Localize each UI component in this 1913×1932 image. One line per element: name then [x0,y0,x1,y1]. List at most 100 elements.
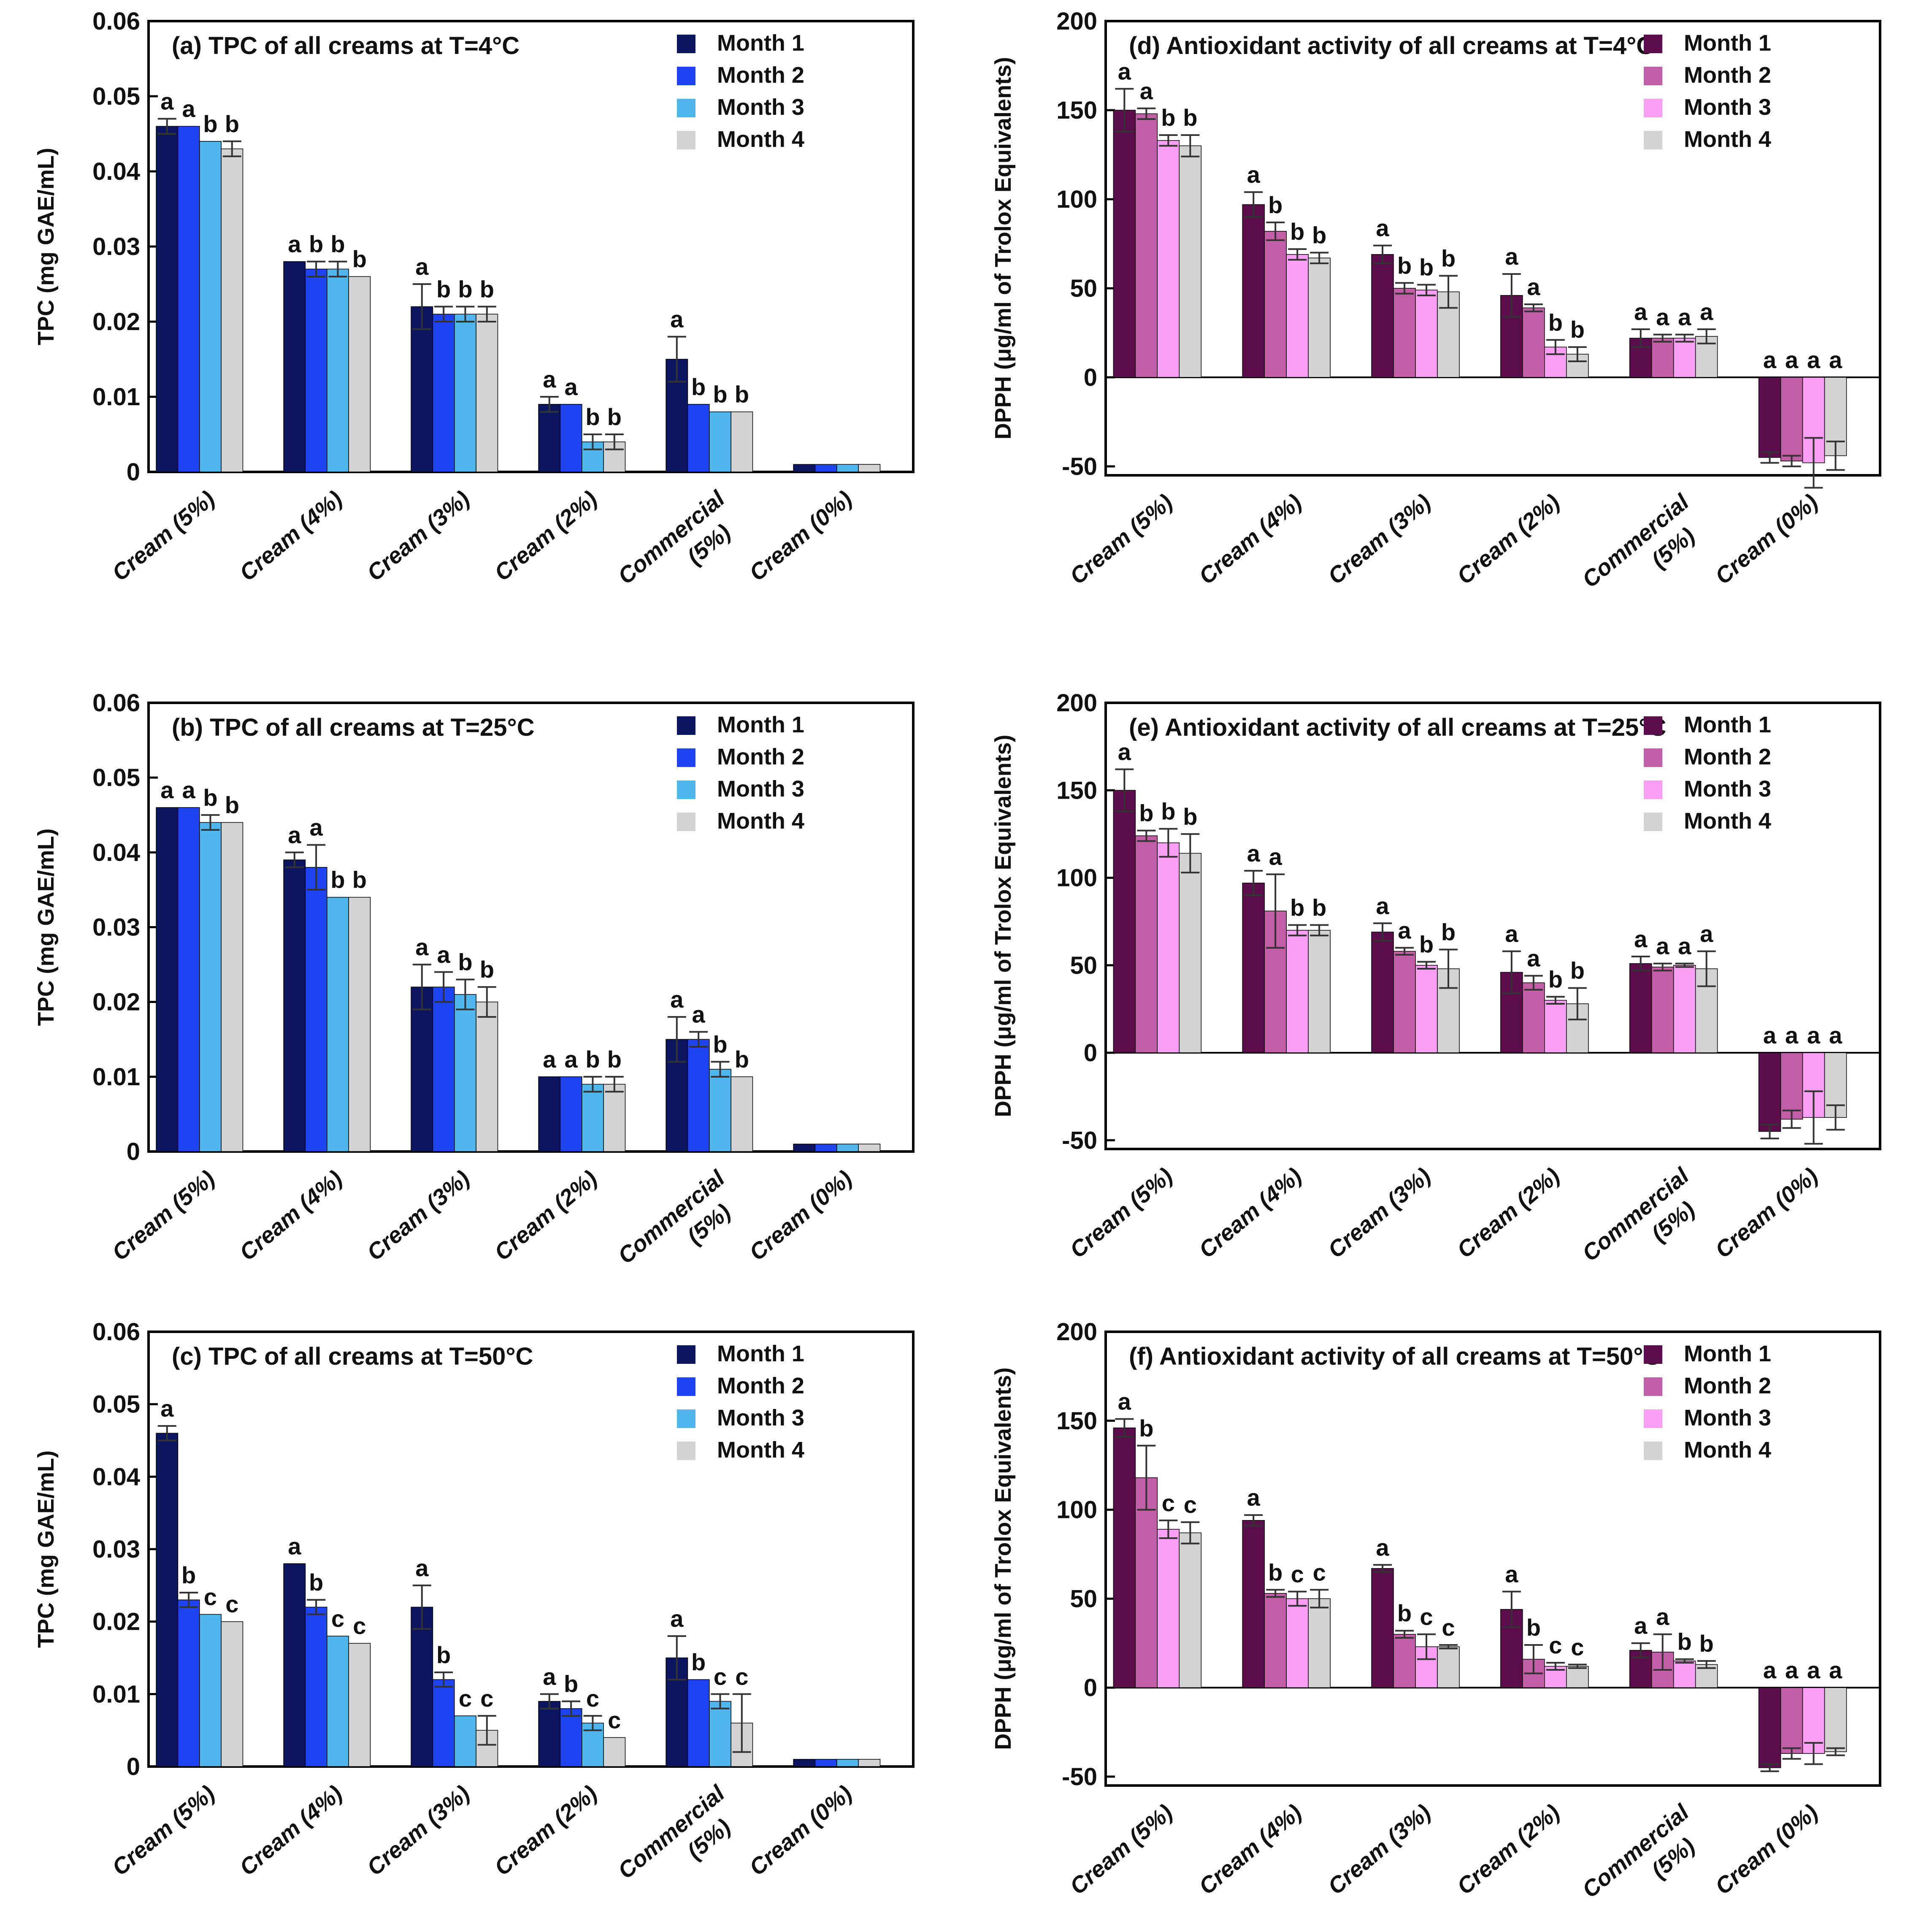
significance-label: b [691,374,706,400]
bar [476,314,498,472]
category-label-line: Cream (2%) [1452,489,1564,589]
significance-label: b [607,1046,622,1073]
category-label: Cream (4%) [235,1780,347,1881]
significance-label: a [1634,298,1648,325]
y-axis-title: TPC (mg GAE/mL) [33,1450,59,1648]
bar [348,1643,371,1767]
bar [666,359,688,472]
bar [156,807,179,1152]
y-tick-label: 0 [1084,1674,1097,1702]
significance-label: a [1700,298,1713,325]
bar [305,867,327,1152]
legend-swatch [677,716,695,735]
bar [793,1143,816,1152]
significance-label: b [1699,1630,1714,1657]
significance-label: c [331,1605,344,1632]
category-label: Commercial(5%) [613,486,749,612]
category-label: Cream (4%) [1194,1799,1307,1899]
legend-label: Month 3 [1684,95,1771,120]
significance-label: a [1807,1022,1821,1049]
bar [348,897,371,1152]
significance-label: a [1505,1561,1518,1587]
significance-label: a [182,777,196,803]
category-label-line: Cream (3%) [362,1165,474,1265]
legend-swatch [1644,1345,1662,1364]
bar [454,1715,476,1767]
significance-label: c [1162,1490,1175,1516]
significance-label: b [458,949,472,975]
bar [1179,1532,1202,1688]
y-tick-label: 0.02 [92,308,140,336]
significance-label: b [436,276,451,302]
significance-label: a [1376,1534,1389,1561]
significance-label: b [585,1046,600,1073]
significance-label: c [204,1584,217,1610]
category-label: Commercial(5%) [1577,1163,1713,1289]
significance-label: a [160,1395,174,1422]
significance-label: b [1290,218,1304,245]
significance-label: a [692,1001,706,1028]
bar [709,1069,731,1152]
bar [348,276,371,472]
bar [814,464,837,472]
panel-title: (d) Antioxidant activity of all creams a… [1129,32,1654,60]
significance-label: b [225,791,239,818]
bar [560,404,582,472]
y-tick-label: -50 [1062,453,1097,480]
y-tick-label: 200 [1056,689,1097,717]
category-label-line: Cream (3%) [1323,1799,1436,1899]
y-tick-label: 100 [1056,1496,1097,1524]
y-axis-title: DPPH (μg/ml of Trolox Equivalents) [990,57,1016,439]
significance-label: a [565,374,578,400]
category-label: Cream (3%) [362,1780,474,1881]
category-label: Cream (0%) [1710,1799,1823,1899]
significance-label: a [1247,840,1261,867]
category-label-line: Cream (3%) [362,1780,474,1881]
significance-label: a [1807,347,1821,373]
bar [1824,1687,1847,1752]
y-tick-label: 0.03 [92,233,140,260]
significance-label: a [1807,1657,1821,1683]
category-label-line: Cream (4%) [235,486,347,586]
legend-swatch [677,1345,695,1364]
category-label-line: Cream (4%) [1194,1163,1307,1263]
category-label-line: Cream (5%) [1065,1799,1177,1899]
legend-label: Month 1 [1684,30,1771,56]
legend-swatch [1644,131,1662,149]
legend-swatch [677,780,695,799]
bar [1780,377,1803,461]
bar [603,1084,626,1152]
bar [858,1759,881,1767]
legend-swatch [677,131,695,149]
legend-swatch [677,1442,695,1460]
significance-label: b [1419,931,1434,957]
category-label-line: Cream (3%) [1323,1163,1436,1263]
bar [327,268,349,472]
legend-label: Month 4 [717,808,804,834]
significance-label: b [564,1671,578,1697]
bar [454,994,476,1152]
significance-label: b [309,231,323,257]
bar [199,1614,222,1767]
significance-label: a [1829,347,1843,373]
y-axis-title: TPC (mg GAE/mL) [33,148,59,345]
category-label: Cream (5%) [1065,489,1177,589]
significance-label: b [713,381,727,408]
bar [560,1076,582,1152]
legend-label: Month 4 [1684,1437,1771,1463]
bar [858,1143,881,1152]
significance-label: c [1571,1634,1584,1660]
panel-d: -50 0 50 100 150 200 DPPH (μg/ml of Trolox Equ… [990,8,1881,593]
significance-label: c [1442,1614,1455,1641]
bar [731,411,753,472]
category-label-line: Cream (3%) [362,486,474,586]
bar [1113,1427,1136,1688]
significance-label: a [1527,274,1540,300]
bar [156,1433,179,1767]
bar [1522,307,1545,378]
legend-label: Month 3 [717,1405,804,1431]
significance-label: a [1763,1657,1777,1683]
significance-label: a [1634,1612,1648,1639]
significance-label: a [1829,1022,1843,1049]
legend-label: Month 4 [1684,808,1771,834]
